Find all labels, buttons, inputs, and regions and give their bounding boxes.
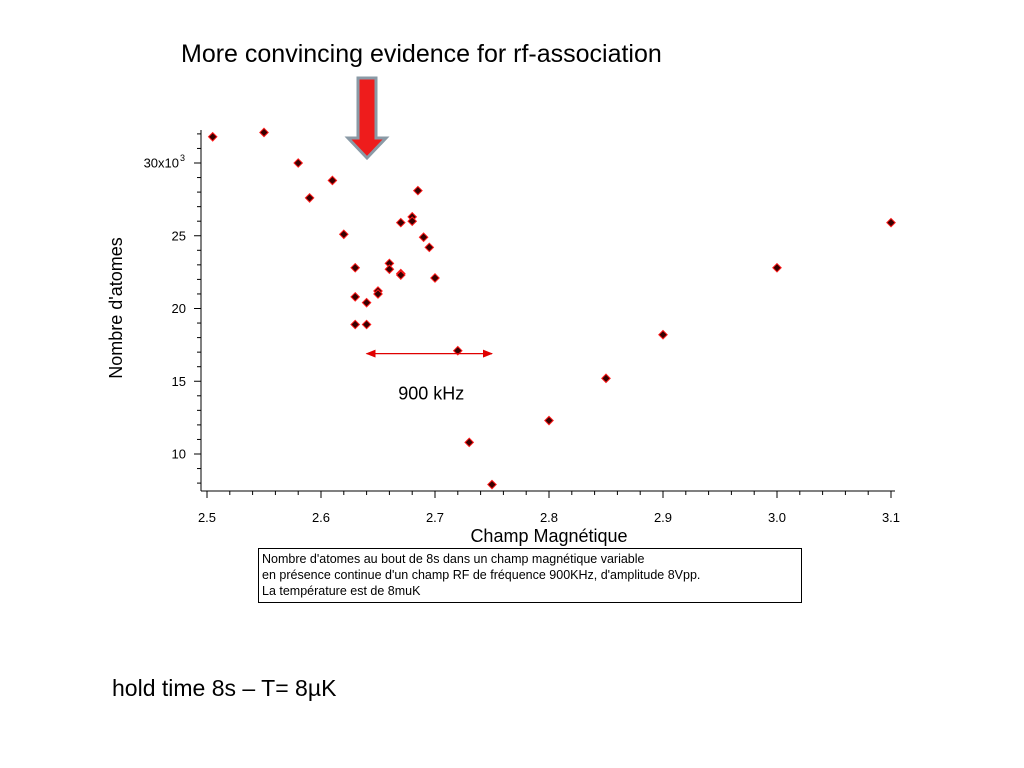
caption-line-2: en présence continue d'un champ RF de fr… <box>262 568 701 582</box>
data-point <box>886 217 896 228</box>
y-tick-label-top: 30x10 <box>144 156 179 171</box>
caption-line-3: La température est de 8muK <box>262 584 421 598</box>
data-point <box>418 232 429 243</box>
x-tick-label: 2.7 <box>426 510 444 525</box>
y-tick-label: 20 <box>172 301 186 316</box>
data-point <box>350 262 361 273</box>
caption-line-1: Nombre d'atomes au bout de 8s dans un ch… <box>262 552 645 566</box>
y-tick-label: 25 <box>172 228 186 243</box>
data-point <box>361 319 372 330</box>
data-point <box>772 262 782 273</box>
data-point <box>424 242 435 253</box>
data-point <box>259 127 269 138</box>
data-point <box>395 217 406 228</box>
red-down-arrow-icon <box>344 76 390 161</box>
y-tick-label: 10 <box>172 447 186 462</box>
data-point <box>658 329 668 340</box>
footer-text: hold time 8s – T= 8µK <box>112 675 337 701</box>
data-point <box>395 270 406 280</box>
data-point <box>373 289 383 299</box>
data-point <box>407 216 418 227</box>
data-point <box>430 273 440 283</box>
data-point <box>350 319 361 330</box>
x-tick-label: 2.9 <box>654 510 672 525</box>
slide-title: More convincing evidence for rf-associat… <box>181 40 662 68</box>
data-point <box>338 229 349 240</box>
x-tick-label: 2.5 <box>198 510 216 525</box>
annotation-label: 900 kHz <box>398 384 464 404</box>
data-point <box>384 264 395 275</box>
y-tick-label: 15 <box>172 374 186 389</box>
x-tick-label: 2.8 <box>540 510 558 525</box>
y-axis-title: Nombre d'atomes <box>106 237 126 379</box>
data-point <box>487 479 497 490</box>
data-point <box>601 373 611 384</box>
data-point <box>350 291 361 302</box>
data-point <box>207 131 218 142</box>
x-tick-label: 2.6 <box>312 510 330 525</box>
data-point <box>412 185 423 196</box>
data-point <box>544 415 554 426</box>
caption-box: Nombre d'atomes au bout de 8s dans un ch… <box>258 548 802 603</box>
x-axis-title: Champ Magnétique <box>470 526 627 546</box>
x-tick-label: 3.1 <box>882 510 900 525</box>
data-point <box>464 437 475 448</box>
data-point <box>361 297 372 308</box>
data-point <box>293 158 304 168</box>
x-tick-label: 3.0 <box>768 510 786 525</box>
y-tick-exponent: 3 <box>180 153 185 163</box>
data-point <box>304 193 315 203</box>
data-point <box>327 175 338 186</box>
